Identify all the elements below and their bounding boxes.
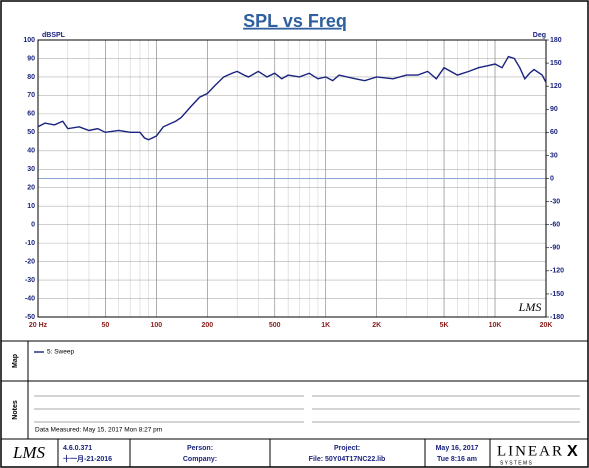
chart-title: SPL vs Freq	[243, 11, 347, 31]
y2-tick-label: 180	[550, 37, 562, 44]
x-tick-label: 20K	[540, 322, 553, 329]
y-tick-label: 80	[27, 74, 35, 81]
y-tick-label: 100	[23, 37, 35, 44]
y2-tick-label: 60	[550, 129, 558, 136]
footer-logo: LMS	[12, 443, 46, 462]
project: Project:	[334, 445, 360, 452]
date: May 16, 2017	[436, 445, 479, 452]
file: File: 50Y04T17NC22.lib	[309, 456, 386, 463]
x-tick-label: 5K	[440, 322, 449, 329]
y-tick-label: 50	[27, 129, 35, 136]
y-tick-label: 40	[27, 148, 35, 155]
series-line	[37, 55, 547, 141]
x-tick-label: 2K	[372, 322, 381, 329]
y-tick-label: -20	[25, 258, 35, 265]
brand-sub: S Y S T E M S	[500, 460, 533, 466]
brand-x: X	[567, 443, 578, 460]
y2-axis-label: Deg	[533, 32, 546, 39]
y-tick-label: 90	[27, 55, 35, 62]
y-tick-label: -40	[25, 295, 35, 302]
y-tick-label: -10	[25, 240, 35, 247]
person: Person:	[187, 445, 213, 452]
y2-tick-label: 0	[550, 175, 554, 182]
y2-tick-label: 30	[550, 152, 558, 159]
legend-label: 5: Sweep	[47, 349, 74, 356]
x-tick-label: 10K	[489, 322, 502, 329]
y-tick-label: -50	[25, 314, 35, 321]
y-tick-label: 70	[27, 92, 35, 99]
brand: LINEAR	[497, 443, 564, 459]
y2-tick-label: -60	[550, 222, 560, 229]
y-tick-label: -30	[25, 277, 35, 284]
y2-tick-label: 120	[550, 83, 562, 90]
notes-label: Notes	[12, 400, 19, 420]
y2-tick-label: -150	[550, 291, 564, 298]
x-tick-label: 500	[269, 322, 281, 329]
watermark: LMS	[518, 300, 542, 314]
version: 4.6.0.371	[63, 445, 92, 452]
y2-tick-label: -120	[550, 268, 564, 275]
x-tick-label: 20 Hz	[29, 322, 48, 329]
y-tick-label: 10	[27, 203, 35, 210]
notes-text: Data Measured: May 15, 2017 Mon 8:27 pm	[35, 427, 162, 434]
company: Company:	[183, 456, 217, 463]
x-tick-label: 100	[151, 322, 163, 329]
y-axis-label: dBSPL	[42, 32, 66, 39]
y-tick-label: 30	[27, 166, 35, 173]
y-tick-label: 20	[27, 185, 35, 192]
x-tick-label: 1K	[321, 322, 330, 329]
y2-tick-label: -90	[550, 245, 560, 252]
build-date: 十一月-21-2016	[63, 454, 112, 463]
y-tick-label: 0	[31, 222, 35, 229]
y2-tick-label: 150	[550, 60, 562, 67]
y2-tick-label: -30	[550, 198, 560, 205]
y-tick-label: 60	[27, 111, 35, 118]
x-tick-label: 200	[201, 322, 213, 329]
plot-frame	[37, 39, 547, 318]
y2-tick-label: -180	[550, 314, 564, 321]
y2-tick-label: 90	[550, 106, 558, 113]
x-tick-label: 50	[101, 322, 109, 329]
time: Tue 8:16 am	[437, 456, 477, 463]
map-label: Map	[12, 354, 19, 368]
